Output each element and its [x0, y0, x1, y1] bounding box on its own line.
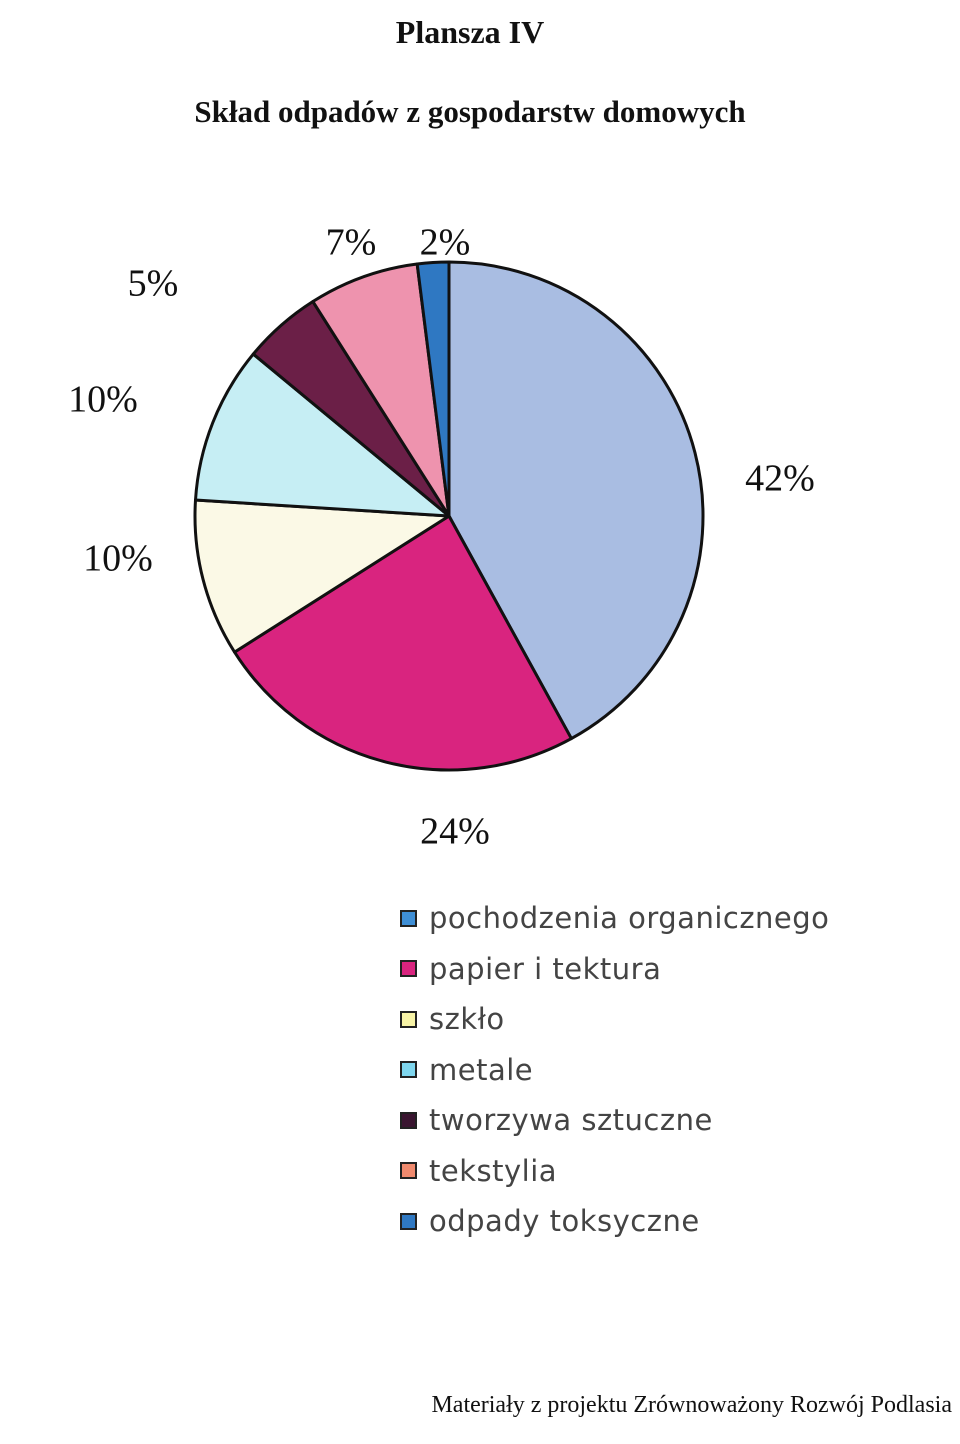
slice-label-7: 2% [420, 222, 471, 264]
legend: pochodzenia organicznego papier i tektura… [400, 893, 829, 1247]
legend-item: tekstylia [400, 1146, 829, 1197]
slice-label-1: 42% [745, 458, 815, 500]
legend-item: szkło [400, 994, 829, 1045]
legend-swatch [400, 1212, 417, 1230]
legend-swatch [400, 1162, 417, 1180]
legend-label: tekstylia [429, 1153, 558, 1188]
legend-item: pochodzenia organicznego [400, 893, 829, 944]
legend-label: pochodzenia organicznego [429, 901, 830, 936]
legend-swatch [400, 909, 417, 927]
legend-item: odpady toksyczne [400, 1196, 829, 1247]
slice-label-3: 10% [83, 538, 153, 580]
legend-label: papier i tektura [429, 951, 662, 986]
legend-label: tworzywa sztuczne [429, 1103, 713, 1138]
legend-swatch [400, 1111, 417, 1129]
pie-slice-2 [233, 514, 573, 772]
pie-labels: 42% 24% 10% 10% 5% 7% 2% [68, 222, 815, 853]
slice-label-4: 10% [68, 379, 138, 421]
legend-item: metale [400, 1045, 829, 1096]
legend-label: metale [429, 1052, 534, 1087]
chart-title: Skład odpadów z gospodarstw domowych [194, 94, 746, 129]
legend-item: papier i tektura [400, 944, 829, 995]
slice-label-6: 7% [326, 222, 377, 264]
pie-slice-7 [415, 260, 451, 518]
pie-slice-4 [194, 352, 451, 518]
slice-label-2: 24% [420, 811, 490, 853]
pie-slice-3 [193, 498, 451, 654]
legend-item: tworzywa sztuczne [400, 1095, 829, 1146]
pie-slices [193, 260, 705, 772]
pie-slice-6 [311, 262, 451, 518]
plansza-label: Plansza IV [395, 14, 545, 50]
footer-credit: Materiały z projektu Zrównoważony Rozwój… [431, 1392, 952, 1418]
legend-label: szkło [429, 1002, 505, 1037]
legend-swatch [400, 960, 417, 978]
legend-swatch [400, 1061, 417, 1079]
slice-label-5: 5% [128, 263, 179, 305]
legend-label: odpady toksyczne [429, 1204, 700, 1239]
pie-slice-1 [447, 260, 705, 741]
legend-swatch [400, 1010, 417, 1028]
